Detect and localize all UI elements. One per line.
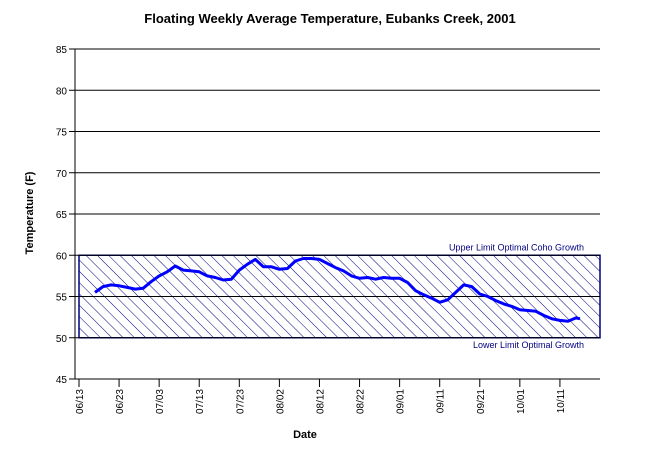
chart-title: Floating Weekly Average Temperature, Eub… xyxy=(144,11,515,26)
x-tick-label: 08/02 xyxy=(275,389,286,414)
x-tick-label: 06/13 xyxy=(75,389,86,414)
y-tick-label: 85 xyxy=(56,45,68,56)
x-tick-label: 06/23 xyxy=(115,389,126,414)
x-tick-label: 07/13 xyxy=(195,389,206,414)
x-axis-label: Date xyxy=(293,429,317,441)
y-tick-label: 55 xyxy=(56,293,68,304)
x-tick-label: 07/03 xyxy=(155,389,166,414)
band-upper-label: Upper Limit Optimal Coho Growth xyxy=(449,242,584,252)
band-lower-label: Lower Limit Optimal Growth xyxy=(473,340,584,350)
temperature-line xyxy=(94,257,581,323)
x-tick-label: 09/01 xyxy=(396,389,407,414)
y-tick-label: 70 xyxy=(56,169,68,180)
x-tick-label: 09/21 xyxy=(476,389,487,414)
y-tick-label: 45 xyxy=(56,375,68,386)
x-tick-label: 07/23 xyxy=(235,389,246,414)
x-tick-label: 08/22 xyxy=(356,389,367,414)
x-tick-label: 10/01 xyxy=(516,389,527,414)
y-axis-label: Temperature (F) xyxy=(24,171,36,254)
y-tick-label: 75 xyxy=(56,128,68,139)
y-tick-label: 65 xyxy=(56,210,68,221)
y-tick-label: 80 xyxy=(56,86,68,97)
x-tick-label: 08/12 xyxy=(315,389,326,414)
y-tick-label: 60 xyxy=(56,251,68,262)
x-tick-label: 10/11 xyxy=(556,389,567,414)
y-tick-label: 50 xyxy=(56,334,68,345)
x-tick-label: 09/11 xyxy=(436,389,447,414)
